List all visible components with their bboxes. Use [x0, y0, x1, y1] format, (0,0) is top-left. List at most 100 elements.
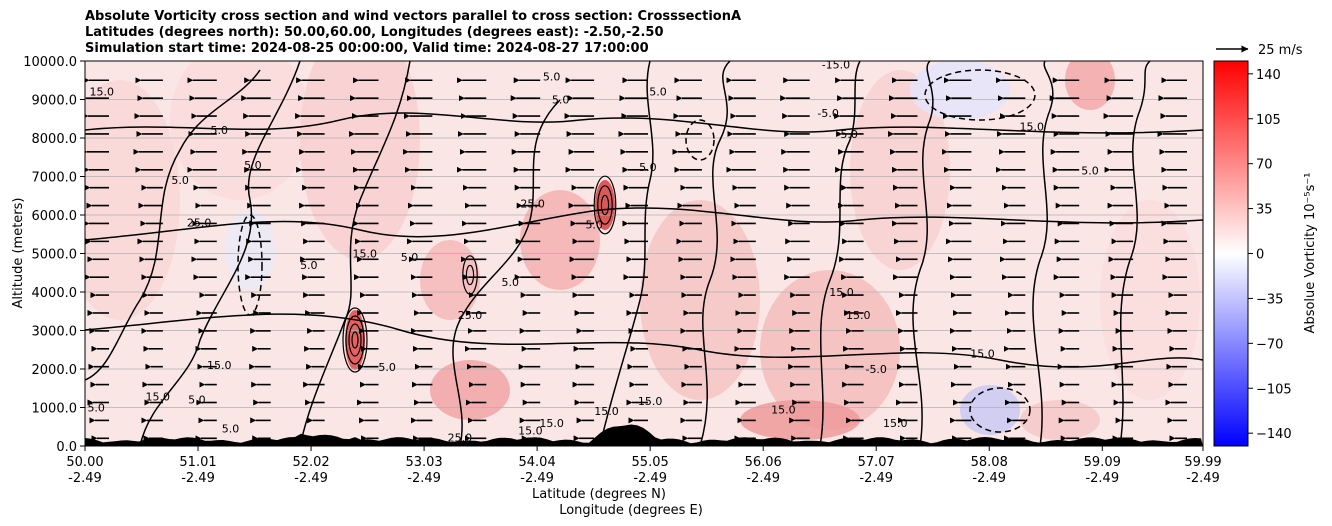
contour-ring-0-2 [345, 315, 365, 365]
x-tick-lon-5: -2.49 [633, 471, 667, 486]
x-tick-lat-6: 56.06 [745, 455, 782, 470]
contour-label-2: 15.0 [145, 391, 170, 404]
x-tick-lon-0: -2.49 [68, 471, 102, 486]
x-tick-lon-2: -2.49 [294, 471, 328, 486]
contour-label-34: 5.0 [1081, 165, 1099, 178]
contour-line-4 [599, 61, 654, 446]
colorbar: 140 105 70 35 0 −35 −70 −105 −140 Absolue Vortic… [1213, 60, 1318, 447]
x-tick-lat-9: 59.09 [1084, 455, 1121, 470]
vorticity-patch-1 [170, 61, 310, 200]
y-tick-label-8: 8000.0 [32, 132, 78, 147]
y-tick-label-10: 10000.0 [23, 55, 77, 70]
chart-title-line-1: Absolute Vorticity cross section and win… [85, 9, 742, 24]
y-tick-label-9: 9000.0 [32, 94, 78, 109]
contour-label-18: 5.0 [639, 161, 657, 174]
x-tick-lon-6: -2.49 [746, 471, 780, 486]
contour-line-6 [819, 61, 861, 446]
vorticity-patch-2 [300, 61, 420, 260]
contour-label-5: 25.0 [187, 217, 212, 230]
contour-line-3 [452, 99, 561, 446]
contour-label-29: -5.0 [817, 107, 838, 120]
negative-contour-3 [969, 387, 1031, 433]
x-axis-label-longitude: Longitude (degrees E) [559, 503, 703, 518]
colorbar-gradient [1213, 60, 1249, 447]
contour-label-33: 15.0 [1020, 120, 1045, 133]
contour-ring-1-1 [597, 185, 613, 225]
contour-line-5 [699, 61, 731, 446]
vorticity-patch-11 [910, 61, 1010, 120]
contour-ring-0-0 [351, 331, 359, 349]
x-tick-lat-3: 53.03 [405, 455, 442, 470]
colorbar-label: Absolue Vorticity 10⁻⁵s⁻¹ [1303, 173, 1318, 334]
contour-label-7: 5.0 [222, 423, 240, 436]
contour-label-17: 25.0 [520, 197, 545, 210]
contour-label-22: 15.0 [638, 395, 663, 408]
colorbar-tick-label-5: −35 [1256, 292, 1283, 307]
contour-label-36: -5.0 [865, 363, 886, 376]
negative-contour-2 [685, 119, 715, 161]
vorticity-patch-14 [430, 360, 510, 420]
contour-label-32: 15.0 [811, 51, 836, 64]
vorticity-patch-17 [1020, 400, 1100, 440]
colorbar-tick-label-7: −105 [1256, 382, 1292, 397]
y-tick-label-4: 4000.0 [32, 286, 78, 301]
contour-line-8 [1032, 61, 1054, 446]
colorbar-ticks: 140 105 70 35 0 −35 −70 −105 −140 [1248, 68, 1292, 442]
chart-title-line-2: Latitudes (degrees north): 50.00,60.00, … [85, 25, 664, 40]
contour-label-26: 25.0 [448, 431, 473, 444]
x-tick-lat-8: 58.08 [971, 455, 1008, 470]
x-tick-lat-7: 57.07 [858, 455, 895, 470]
contour-label-38: 15.0 [883, 417, 908, 430]
colorbar-tick-label-2: 70 [1256, 158, 1273, 173]
contour-label-12: 5.0 [300, 259, 318, 272]
y-axis: 0.0 1000.0 2000.0 3000.0 4000.0 5000.0 6000.0 7… [23, 55, 85, 455]
contour-label-25: 15.0 [518, 424, 543, 437]
x-tick-lon-4: -2.49 [520, 471, 554, 486]
contour-label-19: 5.0 [543, 70, 561, 83]
x-tick-lat-5: 55.05 [632, 455, 669, 470]
colorbar-tick-label-6: −70 [1256, 337, 1283, 352]
x-tick-lon-7: -2.49 [859, 471, 893, 486]
x-tick-lon-3: -2.49 [407, 471, 441, 486]
x-axis-label-latitude: Latitude (degrees N) [532, 487, 666, 502]
y-tick-label-1: 1000.0 [32, 402, 78, 417]
y-tick-label-2: 2000.0 [32, 363, 78, 378]
contour-label-20: 5.0 [552, 93, 570, 106]
contour-label-31: -15.0 [822, 59, 850, 72]
contour-label-14: 5.0 [401, 251, 419, 264]
x-tick-lat-1: 51.01 [179, 455, 216, 470]
contour-label-16: 5.0 [585, 218, 603, 231]
y-tick-label-0: 0.0 [56, 440, 77, 455]
contour-label-30: -5.0 [836, 128, 857, 141]
negative-contour-0 [924, 69, 1036, 121]
contour-label-0: 15.0 [90, 86, 115, 99]
contour-labels: 15.0 5.0 15.0 5.0 5.0 25.0 5.0 5.0 5.0 15.0 5.0 25.… [87, 51, 1099, 444]
y-tick-label-7: 7000.0 [32, 171, 78, 186]
contour-line-11 [85, 207, 1203, 241]
contour-line-7 [912, 61, 934, 446]
quiver-key: 25 m/s [1216, 43, 1303, 58]
contour-label-24: 15.0 [539, 417, 564, 430]
x-tick-lon-10: -2.49 [1186, 471, 1220, 486]
contour-label-27: 15.0 [829, 286, 854, 299]
contour-ring-0-3 [342, 307, 368, 373]
negative-contour-1 [237, 214, 263, 316]
x-tick-lon-9: -2.49 [1085, 471, 1119, 486]
y-tick-label-5: 5000.0 [32, 248, 78, 263]
contour-label-9: 15.0 [207, 359, 232, 372]
contour-label-37: 15.0 [771, 403, 796, 416]
x-tick-lat-2: 52.02 [292, 455, 329, 470]
x-axis: 50.00-2.4951.01-2.4952.02-2.4953.03-2.49… [66, 446, 1222, 486]
y-tick-label-6: 6000.0 [32, 209, 78, 224]
contour-ring-1-2 [593, 175, 617, 235]
y-tick-label-3: 3000.0 [32, 325, 78, 340]
contour-line-1 [139, 61, 301, 446]
contour-label-6: 5.0 [244, 159, 262, 172]
vorticity-patch-13 [1100, 200, 1200, 400]
x-tick-lon-8: -2.49 [972, 471, 1006, 486]
chart-title-line-3: Simulation start time: 2024-08-25 00:00:… [85, 41, 649, 56]
contour-label-4: 5.0 [171, 174, 189, 187]
x-tick-lon-1: -2.49 [181, 471, 215, 486]
wind-vectors [85, 77, 1187, 442]
